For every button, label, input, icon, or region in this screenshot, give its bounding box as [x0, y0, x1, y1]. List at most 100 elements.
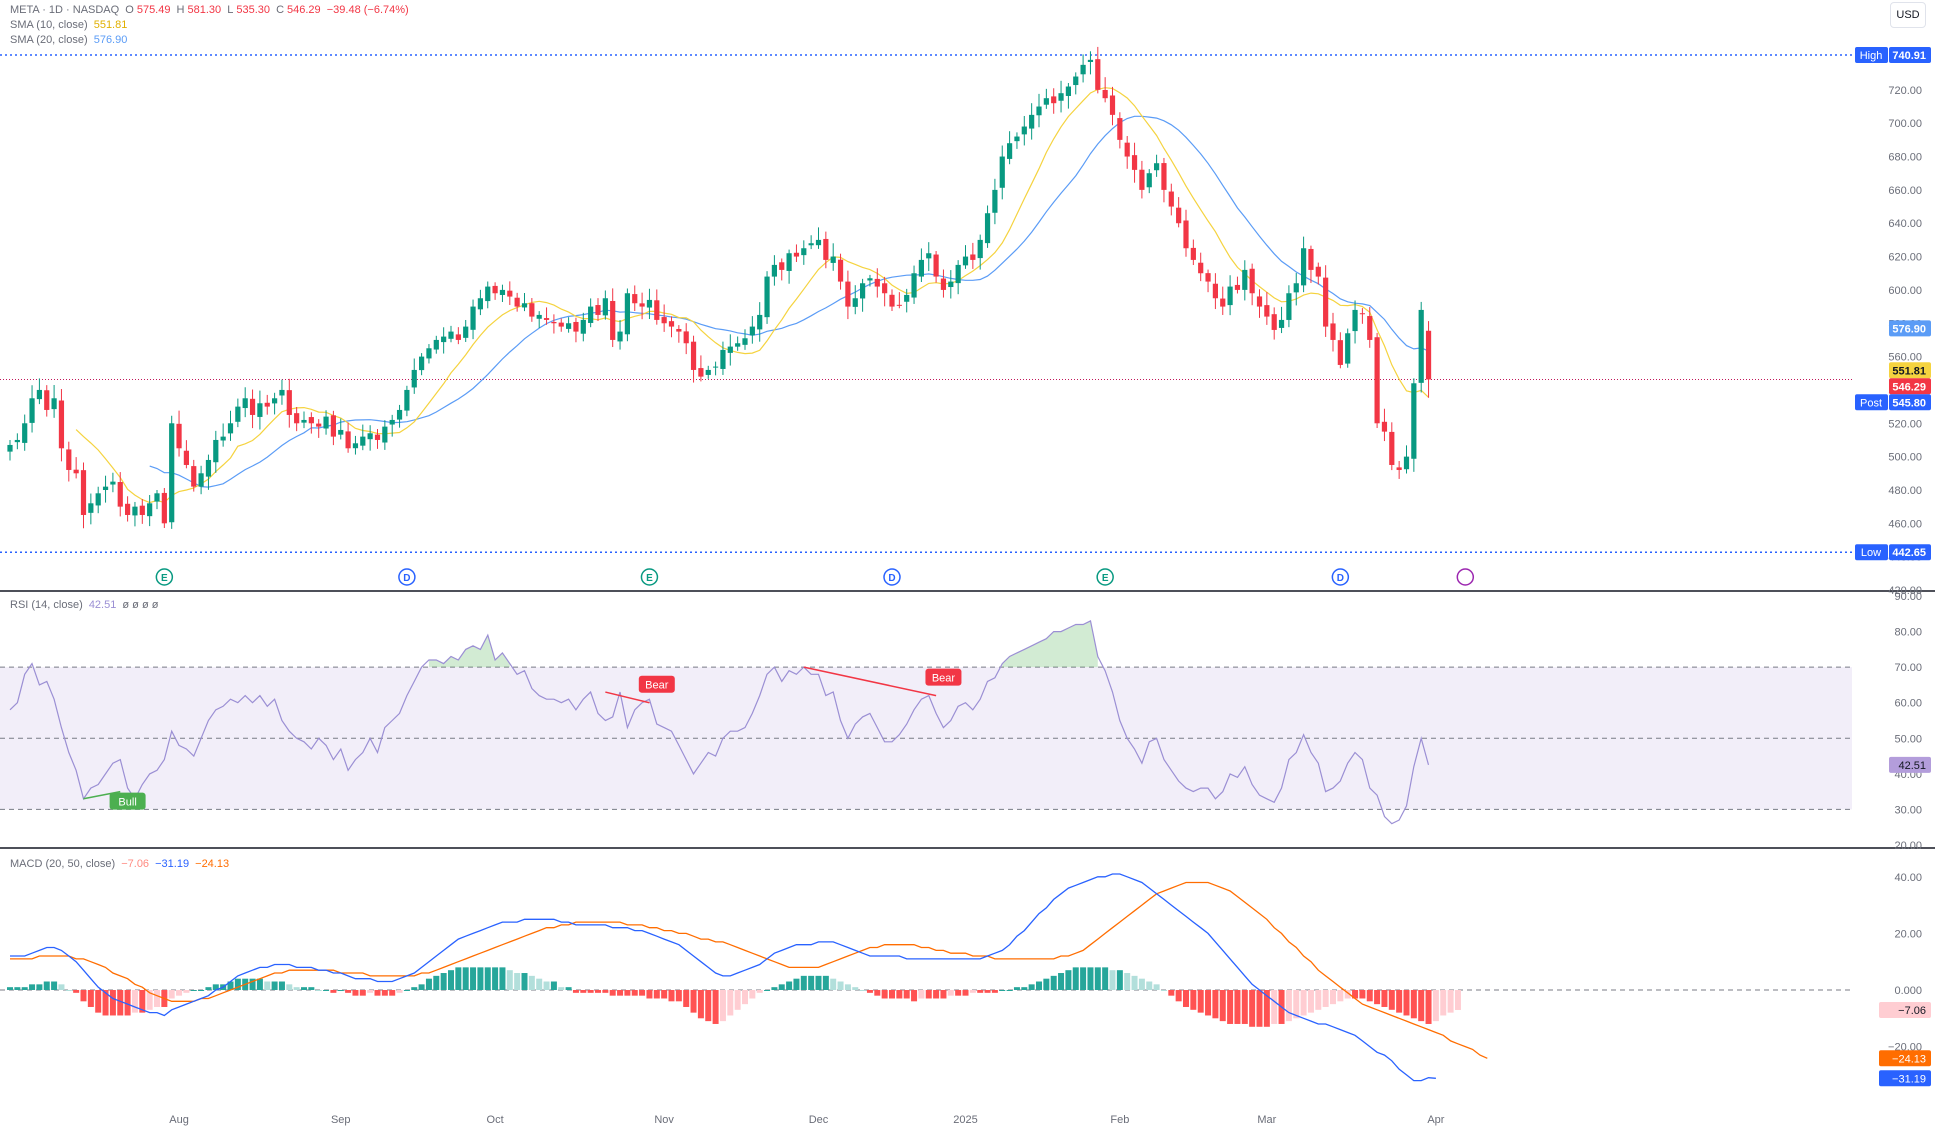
candle-body — [352, 443, 359, 449]
candle-body — [1403, 456, 1410, 470]
candle-body — [1308, 248, 1314, 270]
time-axis-label: Feb — [1110, 1114, 1129, 1126]
macd-histogram-bar — [543, 981, 550, 990]
macd-histogram-bar — [1050, 975, 1057, 990]
candle-body — [1014, 136, 1020, 142]
candle-body — [1411, 383, 1417, 459]
macd-value-tag-bg — [1879, 1001, 1931, 1018]
rsi-line — [9, 620, 1430, 825]
divergence-label-bg — [109, 792, 146, 810]
price-tick-label: 460.00 — [1888, 518, 1922, 530]
candle-body — [1102, 89, 1108, 99]
candle-body — [1205, 273, 1211, 282]
candle-body — [176, 423, 182, 449]
price-label-bg — [1889, 320, 1931, 337]
macd-histogram-bar — [1454, 990, 1461, 1010]
macd-histogram-bar — [690, 990, 697, 1013]
macd-histogram-bar — [359, 990, 366, 996]
candle-body — [1065, 86, 1071, 96]
sma20-legend[interactable]: SMA (20, close) 576.90 — [10, 34, 130, 46]
macd-histogram-bar — [1410, 990, 1417, 1019]
macd-histogram-bar — [227, 981, 234, 990]
candle-body — [1080, 64, 1086, 75]
macd-histogram-bar — [154, 990, 160, 1007]
macd-histogram-bar — [330, 990, 337, 993]
divergence-label: Bull — [118, 797, 136, 809]
candle-body — [815, 239, 822, 246]
rsi-tick-label: 90.00 — [1894, 591, 1922, 603]
candle-body — [1227, 286, 1233, 306]
macd-histogram-bar — [455, 967, 462, 990]
macd-histogram-bar — [595, 990, 601, 993]
macd-histogram-bar — [1293, 990, 1300, 1019]
candle-body — [323, 416, 329, 429]
macd-histogram-bar — [73, 990, 80, 993]
candle-body — [183, 450, 189, 465]
candle-body — [1198, 262, 1204, 274]
macd-legend[interactable]: MACD (20, 50, close) −7.06 −31.19 −24.13 — [10, 858, 232, 870]
candle-body — [735, 343, 741, 347]
candle-body — [580, 319, 586, 334]
candle-body — [874, 278, 880, 287]
macd-histogram-bar — [131, 990, 138, 1013]
macd-histogram-bar — [1021, 987, 1028, 990]
candle-body — [661, 317, 667, 324]
macd-tick-label: 40.00 — [1894, 872, 1922, 884]
candle-body — [926, 253, 932, 259]
macd-histogram-bar — [418, 984, 425, 990]
candle-body — [286, 390, 292, 415]
candle-body — [110, 481, 116, 485]
rsi-legend[interactable]: RSI (14, close) 42.51 ø ø ø ø — [10, 599, 161, 611]
sma10-value: 551.81 — [93, 19, 128, 31]
macd-histogram-bar — [734, 990, 741, 1010]
macd-histogram-bar — [528, 975, 535, 990]
earnings-event-icon — [640, 568, 659, 586]
macd-histogram-bar — [771, 987, 778, 990]
macd-histogram-bar — [198, 990, 205, 991]
candle-body — [1007, 143, 1013, 159]
candle-body — [940, 278, 947, 290]
candle-body — [1315, 266, 1321, 277]
macd-histogram-bar — [1168, 990, 1175, 996]
sma20-label: SMA (20, close) — [10, 34, 88, 46]
candle-body — [1249, 268, 1255, 294]
event-letter: E — [161, 573, 168, 584]
macd-histogram-bar — [1036, 981, 1042, 990]
candle-body — [470, 306, 476, 330]
candle-body — [411, 369, 417, 388]
candle-body — [242, 398, 248, 409]
macd-histogram-bar — [661, 990, 668, 999]
event-letter: D — [888, 573, 895, 584]
candle-body — [705, 369, 711, 375]
candle-body — [139, 505, 145, 515]
macd-histogram-bar — [602, 990, 609, 993]
macd-histogram-bar — [212, 984, 219, 990]
candle-body — [801, 248, 807, 256]
candle-body — [1256, 296, 1263, 307]
currency-button[interactable]: USD — [1890, 2, 1926, 28]
candle-body — [1359, 313, 1365, 315]
macd-histogram-bar — [822, 975, 829, 990]
sma10-legend[interactable]: SMA (10, close) 551.81 — [10, 19, 130, 31]
macd-histogram-bar — [315, 990, 322, 991]
macd-histogram-bar — [58, 984, 65, 990]
time-axis-label: Apr — [1427, 1114, 1444, 1126]
price-label: 546.29 — [1892, 381, 1926, 393]
candle-body — [455, 334, 461, 340]
candle-body — [14, 439, 20, 443]
candle-body — [867, 278, 873, 281]
rsi-tick-label: 60.00 — [1894, 698, 1922, 710]
candle-body — [205, 459, 212, 477]
candle-body — [1190, 247, 1196, 260]
candle-body — [1073, 76, 1079, 86]
candle-body — [1043, 98, 1049, 105]
candle-body — [698, 368, 704, 377]
candle-body — [1146, 173, 1152, 188]
rsi-overbought-fill — [1002, 620, 1098, 668]
price-tick-label: 720.00 — [1888, 85, 1922, 97]
candle-body — [845, 281, 851, 307]
rsi-tick-label: 30.00 — [1894, 804, 1922, 816]
macd-histogram-bar — [146, 990, 153, 1010]
macd-histogram-bar — [1322, 990, 1329, 1007]
